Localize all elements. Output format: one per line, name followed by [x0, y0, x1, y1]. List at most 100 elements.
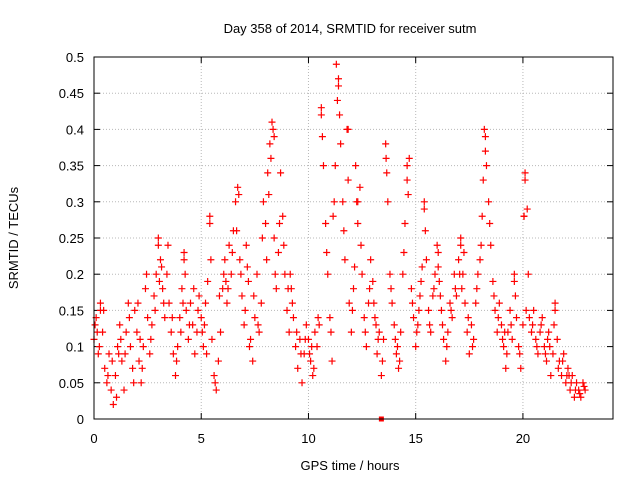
data-point [292, 343, 300, 351]
y-axis-label: SRMTID / TECUs [6, 186, 21, 289]
data-point [393, 343, 401, 351]
data-point [560, 350, 568, 358]
data-point [298, 379, 306, 387]
data-point [334, 75, 342, 83]
data-point [107, 386, 115, 394]
data-point [547, 372, 555, 380]
data-point [434, 263, 442, 271]
data-point [476, 256, 484, 264]
x-tick-label: 5 [198, 431, 205, 446]
y-tick-label: 0.05 [59, 376, 84, 391]
data-point [337, 140, 345, 148]
data-point [116, 321, 124, 329]
plot-frame [93, 56, 614, 420]
data-point [237, 270, 245, 278]
data-point [521, 169, 529, 177]
data-point [274, 248, 282, 256]
data-point [233, 227, 241, 235]
data-point [493, 328, 501, 336]
data-point [176, 314, 184, 322]
data-point [285, 328, 293, 336]
data-point [129, 364, 137, 372]
data-point [94, 350, 102, 358]
data-point [522, 306, 530, 314]
data-point [387, 285, 395, 293]
data-point [524, 270, 532, 278]
data-point [490, 292, 498, 300]
data-point [221, 256, 229, 264]
data-point [345, 299, 353, 307]
data-point [331, 162, 339, 170]
data-point [579, 379, 587, 387]
data-point [141, 285, 149, 293]
data-point [551, 306, 559, 314]
data-point [464, 314, 472, 322]
data-point [414, 321, 422, 329]
data-point [249, 357, 257, 365]
data-point [429, 292, 437, 300]
y-tick-label: 0.3 [66, 195, 84, 210]
data-point [294, 364, 302, 372]
data-point [328, 357, 336, 365]
data-point [460, 248, 468, 256]
data-point [236, 256, 244, 264]
x-tick-label: 10 [301, 431, 315, 446]
y-tick-label: 0.5 [66, 50, 84, 65]
data-point [549, 350, 557, 358]
data-point [120, 386, 128, 394]
data-point [487, 241, 495, 249]
data-point [545, 328, 553, 336]
data-point [208, 335, 216, 343]
data-point [225, 241, 233, 249]
tick-labels: 0 0.05 0.1 0.15 0.2 0.25 0.3 0.35 0.4 0.45 0.5 0 5 10… [59, 50, 530, 446]
data-point [182, 306, 190, 314]
data-point [263, 256, 271, 264]
data-point [444, 328, 452, 336]
data-point [433, 241, 441, 249]
data-point [143, 270, 151, 278]
data-point [581, 386, 589, 394]
data-point [503, 350, 511, 358]
data-point [318, 133, 326, 141]
y-tick-label: 0.4 [66, 122, 84, 137]
data-point [306, 350, 314, 358]
y-tick-label: 0.2 [66, 267, 84, 282]
data-point [269, 125, 277, 133]
data-point [214, 357, 222, 365]
data-point [341, 256, 349, 264]
data-point [302, 321, 310, 329]
data-point [407, 285, 415, 293]
data-point [203, 350, 211, 358]
data-point [96, 306, 104, 314]
data-point [190, 285, 198, 293]
data-point [486, 220, 494, 228]
data-point [399, 270, 407, 278]
data-point [243, 263, 251, 271]
data-point [457, 241, 465, 249]
x-tick-label: 15 [408, 431, 422, 446]
data-point [521, 176, 529, 184]
data-point [510, 270, 518, 278]
data-point [520, 212, 528, 220]
data-point [344, 125, 352, 133]
data-point [458, 285, 466, 293]
data-point [554, 364, 562, 372]
data-point [401, 220, 409, 228]
chart-title: Day 358 of 2014, SRMTID for receiver sut… [224, 21, 477, 36]
data-point [448, 314, 456, 322]
data-point [258, 234, 266, 242]
data-point [533, 343, 541, 351]
data-point [314, 314, 322, 322]
data-point [276, 220, 284, 228]
data-point [480, 125, 488, 133]
data-point [257, 299, 265, 307]
data-point [357, 241, 365, 249]
data-point [515, 343, 523, 351]
data-point [317, 104, 325, 112]
data-point [135, 357, 143, 365]
data-point [238, 292, 246, 300]
data-point [108, 357, 116, 365]
data-point [271, 270, 279, 278]
data-point [156, 256, 164, 264]
data-point [265, 191, 273, 199]
